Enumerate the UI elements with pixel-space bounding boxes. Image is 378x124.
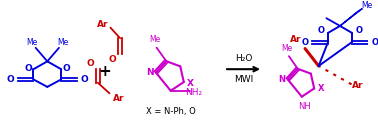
Text: N: N xyxy=(279,75,285,84)
Text: MWI: MWI xyxy=(234,75,253,84)
Text: Ar: Ar xyxy=(113,94,125,103)
Text: NH₂: NH₂ xyxy=(186,88,203,97)
Text: O: O xyxy=(301,38,308,47)
Text: O: O xyxy=(318,27,325,35)
Text: O: O xyxy=(6,75,14,84)
Text: O: O xyxy=(25,64,33,73)
Text: Me: Me xyxy=(362,1,373,10)
Text: Me: Me xyxy=(281,44,293,53)
Text: Ar: Ar xyxy=(290,35,301,44)
Text: O: O xyxy=(355,27,362,35)
Text: O: O xyxy=(62,64,70,73)
Text: O: O xyxy=(108,55,116,64)
Text: X: X xyxy=(187,79,194,88)
Text: N: N xyxy=(146,68,154,77)
Text: Ar: Ar xyxy=(352,81,363,90)
Text: X = N-Ph, O: X = N-Ph, O xyxy=(146,107,195,116)
Text: Me: Me xyxy=(149,35,160,44)
Text: Me: Me xyxy=(26,38,37,46)
Text: Ar: Ar xyxy=(97,20,108,29)
Text: O: O xyxy=(86,59,94,68)
Text: H₂O: H₂O xyxy=(235,54,252,63)
Polygon shape xyxy=(340,9,363,26)
Text: Me: Me xyxy=(57,38,68,46)
Text: X: X xyxy=(318,84,324,93)
Text: +: + xyxy=(98,64,111,79)
Text: NH: NH xyxy=(298,102,311,111)
Text: O: O xyxy=(372,38,378,47)
Text: O: O xyxy=(81,75,88,84)
